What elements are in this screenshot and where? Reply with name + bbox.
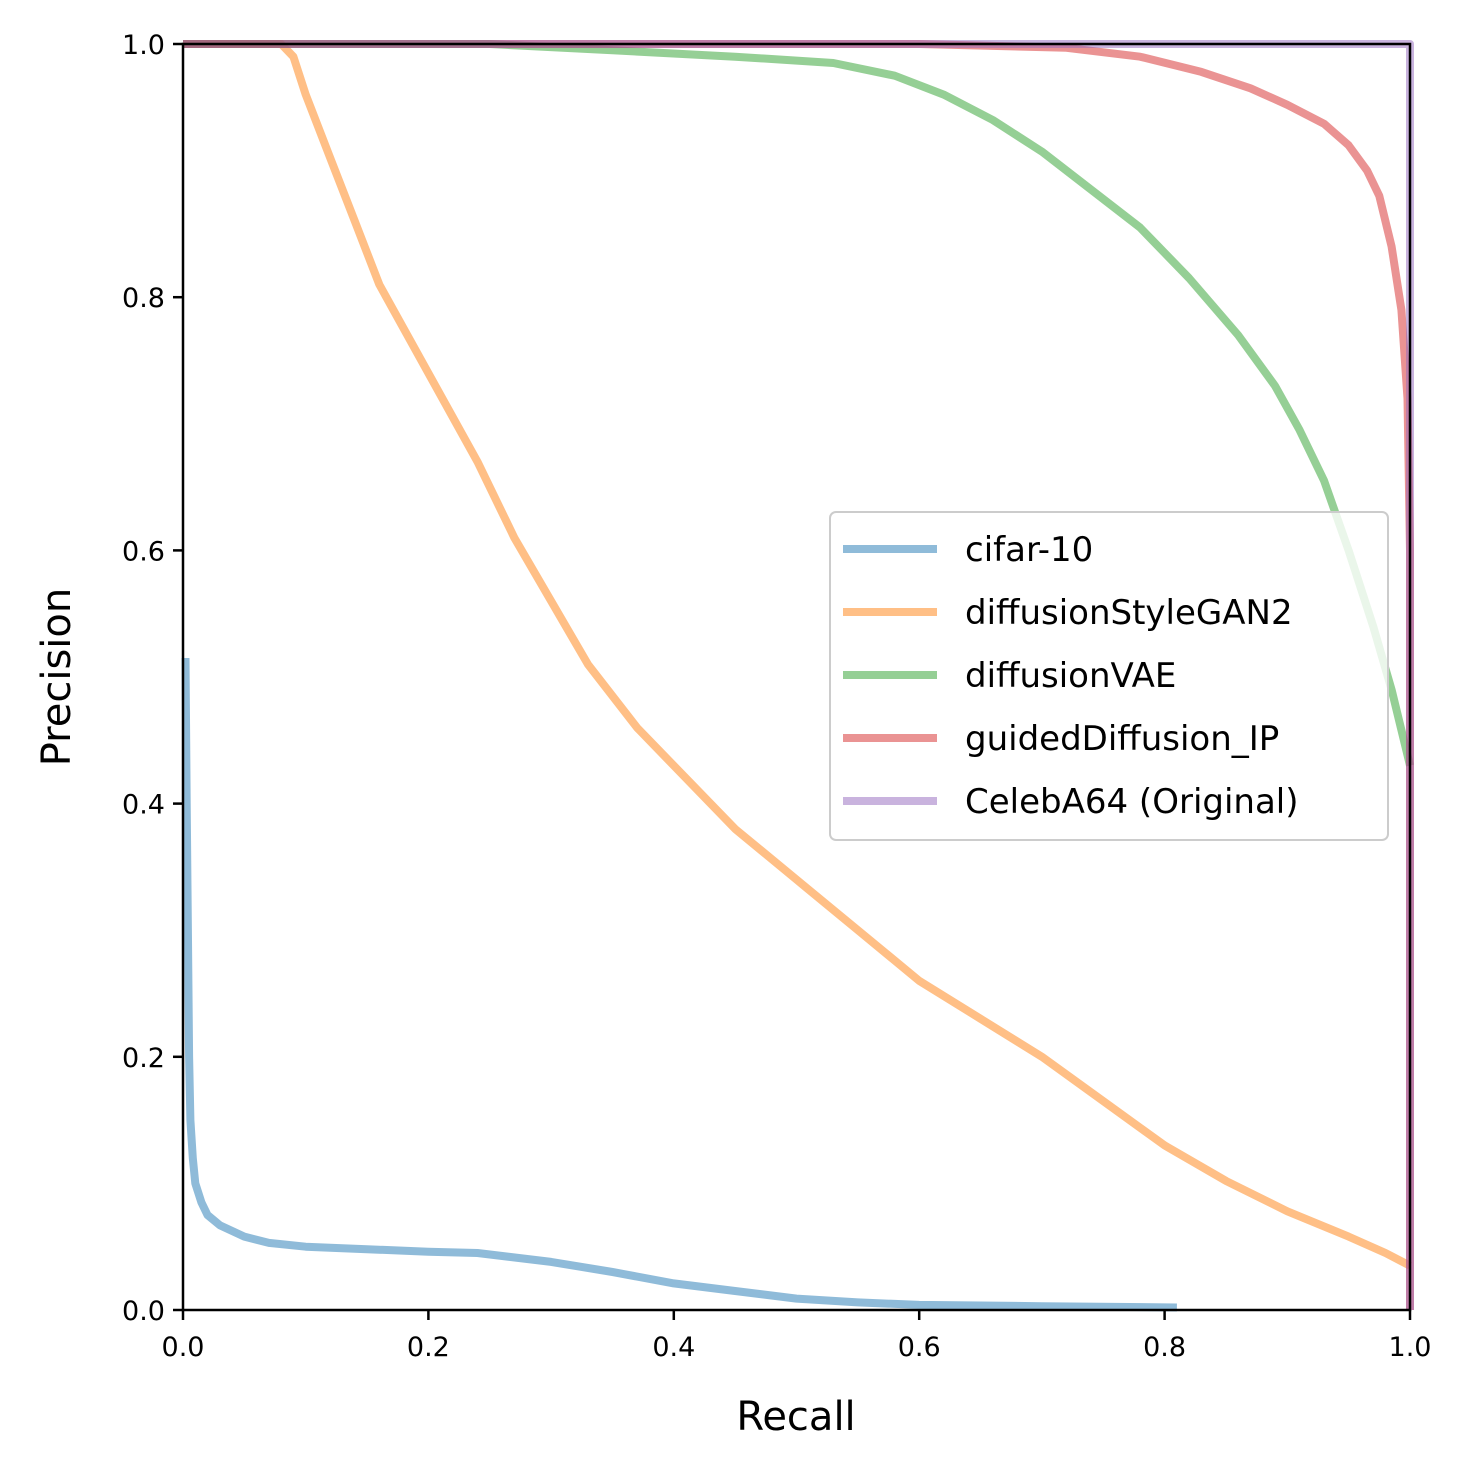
x-tick-label: 0.6	[898, 1332, 941, 1363]
y-tick-label: 0.4	[122, 790, 165, 821]
x-axis-label: Recall	[736, 1394, 855, 1440]
x-axis-ticks: 0.0 0.2 0.4 0.6 0.8 1.0	[162, 1310, 1432, 1363]
x-tick-label: 0.0	[162, 1332, 205, 1363]
x-tick-label: 0.4	[652, 1332, 695, 1363]
y-tick-label: 0.0	[122, 1296, 165, 1327]
x-tick-label: 0.2	[407, 1332, 450, 1363]
x-tick-label: 1.0	[1389, 1332, 1432, 1363]
plot-frame	[181, 42, 1412, 1312]
legend-label-1: diffusionStyleGAN2	[965, 593, 1293, 633]
y-tick-label: 0.2	[122, 1043, 165, 1074]
y-tick-label: 0.6	[122, 536, 165, 567]
y-tick-label: 1.0	[122, 30, 165, 61]
legend-label-2: diffusionVAE	[965, 656, 1176, 696]
series-line-1	[183, 40, 1412, 1270]
y-axis-label: Precision	[34, 588, 80, 766]
y-axis-ticks: 0.0 0.2 0.4 0.6 0.8 1.0	[122, 30, 183, 1327]
y-tick-label: 0.8	[122, 283, 165, 314]
legend: cifar-10 diffusionStyleGAN2 diffusionVAE gu…	[829, 511, 1389, 841]
legend-label-4: CelebA64 (Original)	[965, 782, 1299, 822]
series-line-3	[183, 40, 1414, 1310]
series-line-0	[181, 657, 1177, 1312]
legend-label-3: guidedDiffusion_IP	[965, 719, 1279, 759]
legend-box	[829, 511, 1389, 841]
x-tick-label: 0.8	[1143, 1332, 1186, 1363]
legend-label-0: cifar-10	[965, 530, 1093, 570]
